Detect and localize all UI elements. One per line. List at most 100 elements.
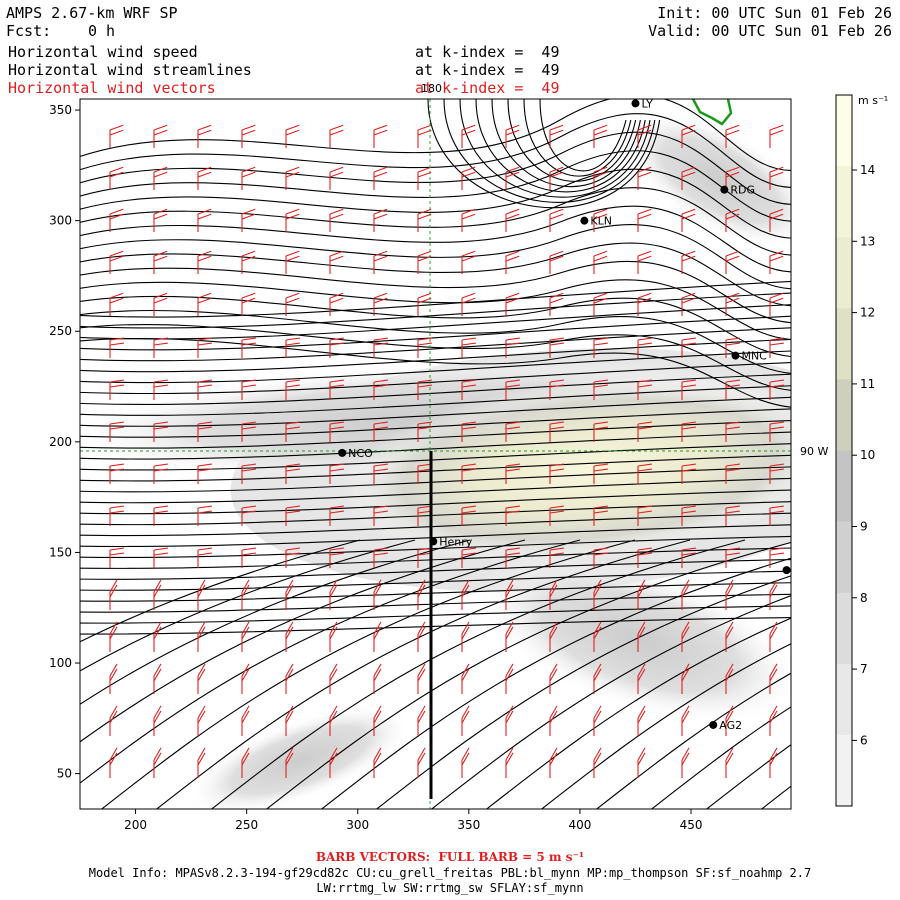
wind-barb xyxy=(637,705,646,736)
barb-flag xyxy=(109,208,124,215)
wind-barb xyxy=(549,621,558,652)
streamline xyxy=(210,539,746,809)
barb-flag xyxy=(637,292,652,299)
wind-barb xyxy=(417,621,426,652)
barb-flag xyxy=(637,752,646,766)
barb-flag xyxy=(417,384,432,388)
barb-flag xyxy=(681,710,690,724)
wind-barb xyxy=(769,463,784,484)
barb-flag xyxy=(109,621,118,635)
barb-flag xyxy=(505,421,520,425)
wind-barb xyxy=(593,505,608,526)
x-tick-label: 250 xyxy=(235,818,258,832)
barb-flag xyxy=(197,384,212,388)
barb-flag xyxy=(593,213,608,220)
barb-flag xyxy=(285,663,294,677)
barb-flag xyxy=(725,379,740,383)
barb-flag xyxy=(461,547,476,551)
wind-barb xyxy=(769,337,784,358)
wind-barb xyxy=(329,705,338,736)
barb-flag xyxy=(461,255,476,262)
barb-flag xyxy=(417,213,432,220)
barb-flag xyxy=(725,292,740,299)
barb-flag xyxy=(505,552,520,556)
barb-flag xyxy=(769,421,784,425)
wind-barb xyxy=(241,505,256,526)
barb-flag xyxy=(197,342,212,346)
barb-flag xyxy=(417,337,432,341)
wind-barb xyxy=(241,463,256,484)
wind-barb xyxy=(549,337,564,358)
barb-flag xyxy=(241,379,256,383)
colorbar-tick-label: 11 xyxy=(860,377,875,391)
wind-barb xyxy=(461,663,470,694)
y-tick-label: 250 xyxy=(49,324,72,338)
barb-flag xyxy=(329,337,344,341)
barb-flag xyxy=(417,129,432,136)
barb-flag xyxy=(681,752,690,766)
streamline xyxy=(80,327,791,362)
barb-flag xyxy=(549,342,564,346)
wind-barb xyxy=(505,547,520,568)
barb-flag xyxy=(417,710,426,724)
wind-barb xyxy=(329,166,344,190)
barb-flag xyxy=(549,552,564,556)
barb-flag xyxy=(505,584,514,598)
barb-flag xyxy=(505,463,520,467)
barb-flag xyxy=(285,705,294,719)
barb-flag xyxy=(461,621,470,635)
wind-barb xyxy=(769,505,784,526)
barb-flag xyxy=(285,129,300,136)
barb-flag xyxy=(593,668,602,682)
barb-flag xyxy=(153,579,162,593)
wind-barb xyxy=(373,292,388,316)
barb-flag xyxy=(197,463,212,467)
barb-flag xyxy=(637,426,652,430)
barb-flag xyxy=(197,166,212,173)
barb-legend: BARB VECTORS: FULL BARB = 5 m s⁻¹ xyxy=(315,850,585,864)
wind-barb xyxy=(417,747,426,778)
barb-flag xyxy=(285,255,300,262)
wind-barb xyxy=(681,579,690,610)
wind-barb xyxy=(637,547,652,568)
barb-flag xyxy=(637,505,652,509)
barb-flag xyxy=(241,421,256,425)
wind-barb xyxy=(461,463,476,484)
barb-flag xyxy=(153,505,168,509)
barb-flag xyxy=(153,463,168,467)
barb-flag xyxy=(637,171,652,178)
station-marker xyxy=(429,537,438,546)
barb-flag xyxy=(549,584,558,598)
model-title: AMPS 2.67-km WRF SP xyxy=(6,4,178,22)
barb-flag xyxy=(241,129,256,136)
barb-flag xyxy=(505,579,514,593)
streamline xyxy=(705,744,791,809)
colorbar-swatch xyxy=(836,95,852,167)
barb-flag xyxy=(725,752,734,766)
barb-flag xyxy=(329,705,338,719)
barb-flag xyxy=(373,552,388,556)
barb-flag xyxy=(153,337,168,341)
barb-flag xyxy=(725,124,740,131)
barb-flag xyxy=(593,626,602,640)
barb-flag xyxy=(505,250,520,257)
speed-shade-sw xyxy=(186,704,414,809)
barb-flag xyxy=(725,171,740,178)
barb-flag xyxy=(417,250,432,257)
wind-barb xyxy=(549,663,558,694)
wind-barb xyxy=(241,379,256,400)
wind-barb xyxy=(373,337,388,358)
barb-flag xyxy=(681,505,696,509)
barb-flag xyxy=(593,584,602,598)
barb-flag xyxy=(593,166,608,173)
wind-barb xyxy=(725,292,740,316)
barb-flag xyxy=(417,668,426,682)
barb-flag xyxy=(153,208,168,215)
barb-flag xyxy=(329,297,344,304)
wind-barb xyxy=(329,124,344,148)
barb-flag xyxy=(241,292,256,299)
barb-flag xyxy=(593,297,608,304)
wind-barb xyxy=(549,250,564,274)
barb-flag xyxy=(109,747,118,761)
barb-flag xyxy=(725,579,734,593)
